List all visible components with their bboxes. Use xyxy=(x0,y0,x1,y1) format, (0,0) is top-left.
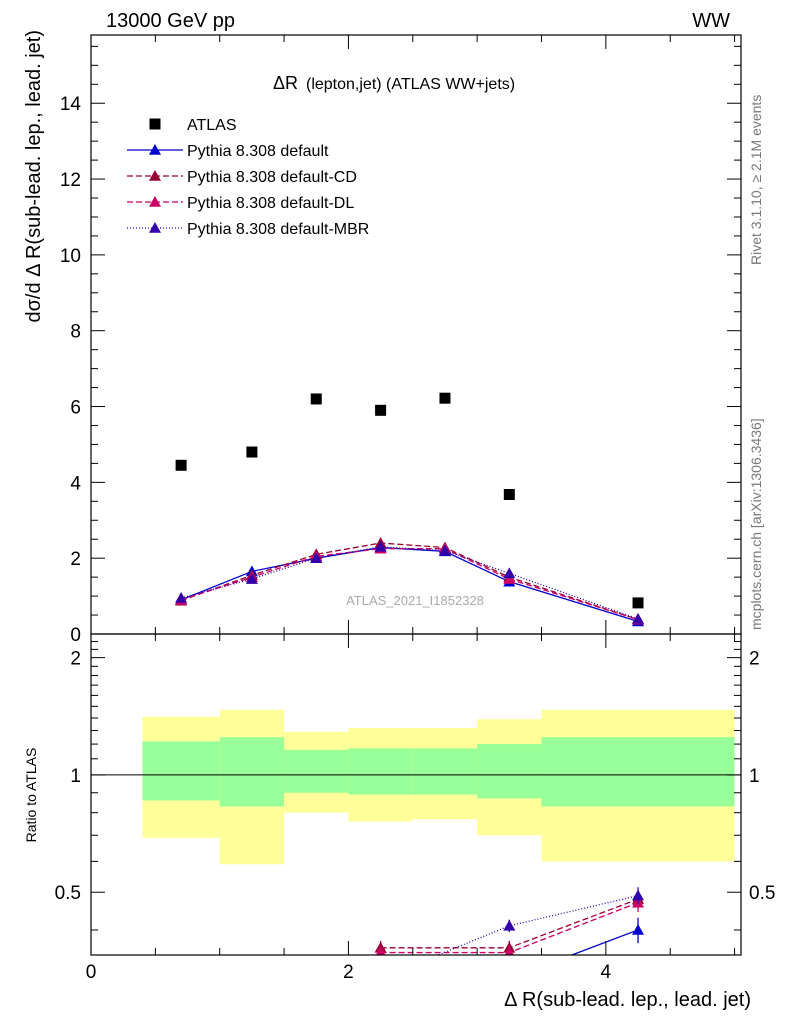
legend-atlas-label: ATLAS xyxy=(187,117,237,134)
main-y-tick-label: 10 xyxy=(60,246,81,267)
legend: ATLAS Pythia 8.308 default Pythia 8.308 de… xyxy=(127,117,369,238)
stat-uncertainty-band xyxy=(219,737,285,807)
series-4-point xyxy=(310,552,323,563)
source-label: mcplots.cern.ch [arXiv:1306.3436] xyxy=(748,418,764,630)
ratio-y-tick-label-left: 1 xyxy=(70,766,81,787)
ratio-line-4 xyxy=(436,895,639,955)
main-y-tick-label: 4 xyxy=(70,473,81,494)
atlas-data-point xyxy=(632,597,644,609)
stat-uncertainty-band xyxy=(348,748,413,795)
main-y-tick-label: 8 xyxy=(70,322,81,343)
ratio-y-tick-label-right: 0.5 xyxy=(749,883,775,904)
main-y-axis-label: dσ/d Δ R(sub-lead. lep., lead. jet) xyxy=(23,30,45,323)
main-ticks-layer: 0 2 4 6 8 10 12 14 xyxy=(60,35,741,646)
atlas-data-point xyxy=(246,446,258,458)
main-y-tick-label: 0 xyxy=(70,625,81,646)
series-4-point xyxy=(374,540,387,552)
stat-uncertainty-band xyxy=(412,748,478,795)
header-energy-label: 13000 GeV pp xyxy=(106,10,235,32)
atlas-data-point xyxy=(375,404,387,416)
ratio-point-4 xyxy=(632,889,645,901)
legend-marker-2 xyxy=(149,170,161,181)
atlas-data-point xyxy=(310,393,322,405)
ratio-y-axis-label: Ratio to ATLAS xyxy=(23,748,39,843)
series-4-point xyxy=(245,573,258,584)
stat-uncertainty-band xyxy=(284,749,349,793)
x-tick-label: 0 xyxy=(86,962,97,983)
main-y-tick-label: 14 xyxy=(60,94,82,115)
main-title-delta: ΔR xyxy=(273,73,298,93)
ratio-point-1 xyxy=(439,1003,451,1014)
rivet-version-label: Rivet 3.1.10, ≥ 2.1M events xyxy=(748,95,764,265)
stat-uncertainty-band xyxy=(541,737,735,807)
main-y-tick-label: 2 xyxy=(70,549,81,570)
atlas-data-point xyxy=(503,488,515,500)
x-tick-label: 4 xyxy=(601,962,612,983)
series-4-point xyxy=(503,567,516,579)
ratio-point-1 xyxy=(632,923,645,935)
main-marks-layer xyxy=(175,392,645,627)
atlas-data-point xyxy=(439,392,451,404)
ratio-point-1 xyxy=(503,973,515,984)
ratio-point-4 xyxy=(375,973,387,984)
series-4-point xyxy=(632,612,645,624)
ratio-panel: 0.5 0.5 1 1 2 2 0 2 4 Ratio to ATLAS Δ R(sub-lea… xyxy=(23,633,775,1014)
main-panel: 0 2 4 6 8 10 12 14 ΔR (lepton,jet) (ATLAS WW+je… xyxy=(23,30,742,646)
legend-atlas-marker xyxy=(149,118,161,130)
stat-uncertainty-band xyxy=(477,744,542,799)
ratio-point-3 xyxy=(504,946,515,955)
ratio-point-4 xyxy=(503,919,516,931)
legend-marker-4 xyxy=(149,222,161,233)
legend-label-2: Pythia 8.308 default-CD xyxy=(187,169,357,186)
ratio-y-tick-label-left: 0.5 xyxy=(55,883,81,904)
legend-label-3: Pythia 8.308 default-DL xyxy=(187,195,354,212)
legend-label-4: Pythia 8.308 default-MBR xyxy=(187,221,369,238)
legend-marker-1 xyxy=(149,144,161,155)
main-y-tick-label: 12 xyxy=(60,170,81,191)
ratio-y-tick-label-right: 2 xyxy=(749,649,760,670)
series-3-point xyxy=(503,573,516,584)
ratio-bands-layer xyxy=(142,709,735,865)
atlas-data-point xyxy=(175,459,187,471)
series-line-1 xyxy=(180,546,639,623)
ratio-y-tick-label-right: 1 xyxy=(749,766,760,787)
series-4-point xyxy=(438,544,451,556)
header-process-label: WW xyxy=(692,10,730,32)
series-4-point xyxy=(175,591,188,603)
ratio-marks-layer xyxy=(374,887,645,1014)
legend-label-1: Pythia 8.308 default xyxy=(187,143,329,160)
main-y-tick-label: 6 xyxy=(70,398,81,419)
ratio-point-3 xyxy=(375,946,386,955)
x-tick-label: 2 xyxy=(343,962,354,983)
main-title-rest: (lepton,jet) (ATLAS WW+jets) xyxy=(306,76,515,93)
stat-uncertainty-band xyxy=(142,741,220,801)
ratio-point-1 xyxy=(375,1003,387,1014)
x-axis-label: Δ R(sub-lead. lep., lead. jet) xyxy=(504,989,751,1011)
legend-marker-3 xyxy=(149,196,161,207)
ratio-line-1 xyxy=(570,929,639,955)
watermark-label: ATLAS_2021_I1852328 xyxy=(346,593,484,608)
ratio-ticks-layer: 0.5 0.5 1 1 2 2 0 2 4 xyxy=(55,634,775,983)
series-line-3 xyxy=(180,548,639,621)
ratio-y-tick-label-left: 2 xyxy=(70,649,81,670)
ratio-frame xyxy=(90,633,742,956)
